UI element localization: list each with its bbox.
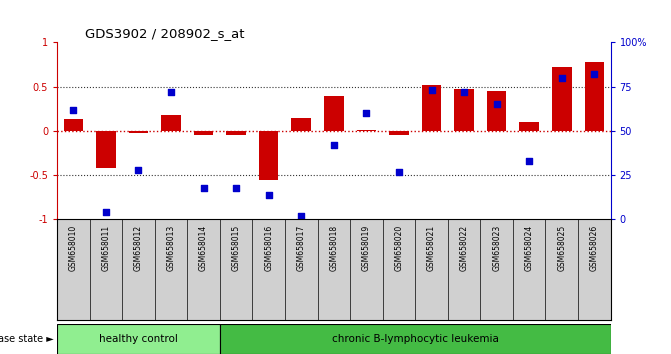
Point [101, 210, 111, 215]
Point [394, 169, 405, 175]
Bar [64, 120, 83, 131]
Text: GSM658023: GSM658023 [492, 224, 501, 271]
Bar [57, 324, 220, 354]
Point [263, 192, 274, 198]
Bar [519, 122, 539, 131]
Text: GSM658012: GSM658012 [134, 224, 143, 271]
Text: GSM658017: GSM658017 [297, 224, 306, 271]
Text: GSM658024: GSM658024 [525, 224, 533, 271]
Bar [291, 118, 311, 131]
Bar [220, 324, 611, 354]
Bar [356, 130, 376, 131]
Bar [161, 115, 180, 131]
Bar [422, 85, 442, 131]
Point [198, 185, 209, 190]
Text: GSM658026: GSM658026 [590, 224, 599, 271]
Text: GSM658025: GSM658025 [557, 224, 566, 271]
Text: GDS3902 / 208902_s_at: GDS3902 / 208902_s_at [85, 27, 244, 40]
Point [524, 158, 535, 164]
Bar [259, 131, 278, 180]
Text: GSM658022: GSM658022 [460, 224, 468, 271]
Bar [487, 91, 507, 131]
Bar [389, 131, 409, 136]
Text: GSM658016: GSM658016 [264, 224, 273, 271]
Text: GSM658011: GSM658011 [101, 224, 111, 271]
Text: GSM658020: GSM658020 [395, 224, 403, 271]
Bar [129, 131, 148, 133]
Text: GSM658015: GSM658015 [231, 224, 241, 271]
Text: GSM658019: GSM658019 [362, 224, 371, 271]
Point [589, 72, 600, 77]
Point [133, 167, 144, 173]
Point [329, 142, 339, 148]
Point [68, 107, 79, 113]
Text: healthy control: healthy control [99, 334, 178, 344]
Text: chronic B-lymphocytic leukemia: chronic B-lymphocytic leukemia [331, 334, 499, 344]
Bar [552, 67, 572, 131]
Bar [96, 131, 115, 168]
Point [459, 89, 470, 95]
Text: GSM658010: GSM658010 [69, 224, 78, 271]
Bar [584, 62, 604, 131]
Point [166, 89, 176, 95]
Bar [194, 131, 213, 135]
Point [361, 110, 372, 116]
Text: GSM658013: GSM658013 [166, 224, 176, 271]
Bar [454, 90, 474, 131]
Text: GSM658018: GSM658018 [329, 224, 338, 271]
Point [231, 185, 242, 190]
Bar [324, 96, 344, 131]
Text: GSM658014: GSM658014 [199, 224, 208, 271]
Text: GSM658021: GSM658021 [427, 224, 436, 271]
Point [556, 75, 567, 81]
Text: disease state ►: disease state ► [0, 334, 54, 344]
Point [426, 87, 437, 93]
Point [491, 102, 502, 107]
Point [296, 213, 307, 219]
Bar [226, 131, 246, 136]
